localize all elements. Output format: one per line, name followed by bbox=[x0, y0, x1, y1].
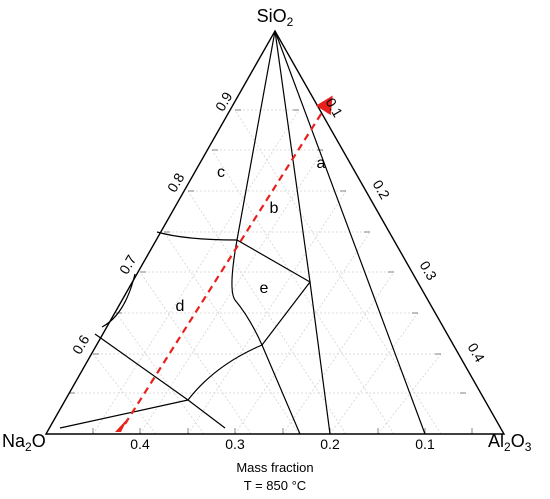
axis-caption: Mass fraction bbox=[236, 460, 313, 475]
corner-right-label: Al2O3 bbox=[488, 431, 532, 454]
temperature-caption: T = 850 °C bbox=[244, 478, 306, 493]
composition-arrow-tail bbox=[115, 418, 128, 432]
left-tick-label: 0.6 bbox=[69, 332, 93, 357]
bottom-tick-label: 0.2 bbox=[320, 436, 340, 452]
bottom-tick-label: 0.4 bbox=[130, 436, 150, 452]
region-label-d: d bbox=[176, 298, 185, 315]
left-tick-label: 0.7 bbox=[116, 252, 140, 277]
region-label-e: e bbox=[260, 280, 269, 297]
bottom-tick-label: 0.1 bbox=[415, 436, 435, 452]
region-label-c: c bbox=[217, 164, 225, 181]
right-tick-label: 0.4 bbox=[465, 340, 489, 365]
bottom-tick-label: 0.3 bbox=[225, 436, 245, 452]
phase-boundaries bbox=[59, 30, 426, 435]
corner-left-label: Na2O bbox=[2, 431, 46, 454]
grid-lines bbox=[69, 109, 466, 435]
right-tick-label: 0.2 bbox=[370, 177, 394, 202]
region-label-b: b bbox=[270, 200, 279, 217]
tick-marks bbox=[69, 109, 473, 434]
right-tick-label: 0.3 bbox=[417, 258, 441, 283]
region-label-a: a bbox=[317, 155, 326, 172]
corner-top-label: SiO2 bbox=[257, 6, 294, 29]
composition-arrow bbox=[124, 95, 333, 425]
right-tick-label: 0.1 bbox=[323, 95, 347, 120]
left-tick-label: 0.9 bbox=[212, 89, 236, 114]
